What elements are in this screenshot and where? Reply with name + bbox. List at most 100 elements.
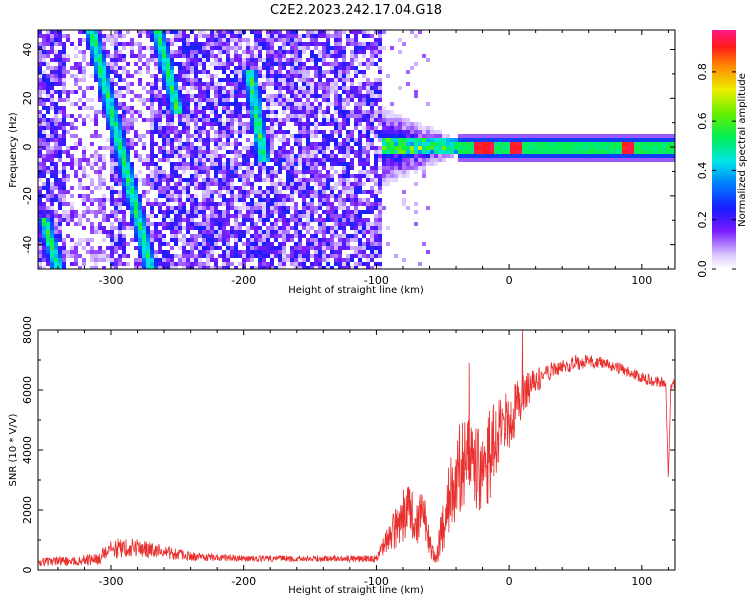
- spectrogram-cell: [58, 126, 62, 130]
- spectrogram-cell: [38, 258, 42, 262]
- spectrogram-cell: [282, 162, 286, 166]
- spectrogram-cell: [202, 54, 206, 58]
- spectrogram-cell: [58, 42, 62, 46]
- spectrogram-cell: [146, 98, 150, 102]
- spectrogram-cell: [42, 106, 46, 110]
- spectrogram-cell: [42, 234, 46, 238]
- spectrogram-cell: [50, 74, 54, 78]
- spectrogram-cell: [154, 222, 158, 226]
- spectrogram-cell: [262, 62, 266, 66]
- spectrogram-cell: [330, 134, 334, 138]
- spectrogram-cell: [94, 258, 98, 262]
- spectrogram-cell: [202, 214, 206, 218]
- spectrogram-cell: [334, 78, 338, 82]
- spectrogram-cell: [274, 150, 278, 154]
- spectrogram-cell: [94, 74, 98, 78]
- spectrogram-cell: [250, 202, 254, 206]
- spectrogram-cell: [182, 214, 186, 218]
- spectrogram-cell: [334, 110, 338, 114]
- spectrogram-cell: [338, 122, 342, 126]
- spectrogram-cell: [98, 210, 102, 214]
- spectrogram-cell: [326, 186, 330, 190]
- spectrogram-cell: [334, 46, 338, 50]
- spectrogram-cell: [294, 62, 298, 66]
- spectrogram-cell: [58, 70, 62, 74]
- spectrogram-cell: [142, 234, 146, 238]
- spectrogram-cell: [350, 62, 354, 66]
- spectrogram-cell: [250, 166, 254, 170]
- spectrogram-cell: [366, 198, 370, 202]
- spectrogram-cell: [282, 146, 286, 150]
- spectrogram-cell: [310, 150, 314, 154]
- spectrogram-cell: [186, 82, 190, 86]
- spectrogram-cell: [314, 38, 318, 42]
- spectrogram-cell: [102, 166, 106, 170]
- spectrogram-cell: [278, 154, 282, 158]
- spectrogram-cell: [62, 262, 66, 266]
- spectrogram-cell: [274, 162, 278, 166]
- spectrogram-cell: [102, 102, 106, 106]
- spectrogram-cell: [570, 134, 574, 138]
- spectrogram-cell: [386, 118, 390, 122]
- spectrogram-cell: [190, 94, 194, 98]
- spectrogram-cell: [562, 150, 566, 154]
- spectrogram-cell: [166, 198, 170, 202]
- spectrogram-cell: [66, 150, 70, 154]
- spectrogram-cell: [78, 98, 82, 102]
- spectrogram-cell: [114, 246, 118, 250]
- spectrogram-cell: [202, 246, 206, 250]
- spectrogram-cell: [354, 50, 358, 54]
- spectrogram-cell: [266, 138, 270, 142]
- spectrogram-cell: [278, 178, 282, 182]
- spectrogram-cell: [162, 190, 166, 194]
- spectrogram-cell: [246, 150, 250, 154]
- spectrogram-cell: [62, 258, 66, 262]
- spectrogram-cell: [358, 250, 362, 254]
- spectrogram-cell: [162, 218, 166, 222]
- spectrogram-cell: [162, 94, 166, 98]
- spectrogram-cell: [498, 138, 502, 142]
- spectrogram-cell: [206, 202, 210, 206]
- spectrogram-cell: [342, 46, 346, 50]
- spectrogram-cell: [386, 146, 390, 150]
- spectrogram-cell: [62, 254, 66, 258]
- spectrogram-cell: [390, 134, 394, 138]
- spectrogram-cell: [358, 106, 362, 110]
- spectrogram-cell: [342, 98, 346, 102]
- spectrogram-cell: [282, 102, 286, 106]
- spectrogram-cell: [306, 202, 310, 206]
- spectrogram-cell: [222, 38, 226, 42]
- spectrogram-cell: [174, 234, 178, 238]
- spectrogram-cell: [510, 154, 514, 158]
- spectrogram-cell: [326, 198, 330, 202]
- spectrogram-cell: [66, 234, 70, 238]
- spectrogram-cell: [370, 122, 374, 126]
- spectrogram-cell: [326, 202, 330, 206]
- spectrogram-cell: [298, 46, 302, 50]
- spectrogram-cell: [298, 250, 302, 254]
- spectrogram-cell: [242, 122, 246, 126]
- spectrogram-cell: [294, 102, 298, 106]
- spectrogram-cell: [406, 118, 410, 122]
- spectrogram-cell: [166, 50, 170, 54]
- spectrogram-cell: [314, 118, 318, 122]
- spectrogram-cell: [218, 42, 222, 46]
- spectrogram-cell: [270, 54, 274, 58]
- spectrogram-cell: [462, 158, 466, 162]
- spectrogram-cell: [146, 166, 150, 170]
- spectrogram-cell: [486, 158, 490, 162]
- spectrogram-cell: [50, 234, 54, 238]
- spectrogram-cell: [306, 70, 310, 74]
- spectrogram-cell: [622, 138, 626, 142]
- spectrogram-cell: [390, 130, 394, 134]
- spectrogram-cell: [70, 102, 74, 106]
- spectrogram-cell: [310, 246, 314, 250]
- spectrogram-cell: [374, 218, 378, 222]
- spectrogram-cell: [306, 134, 310, 138]
- spectrogram-cell: [278, 46, 282, 50]
- spectrogram-cell: [50, 130, 54, 134]
- spectrogram-cell: [366, 46, 370, 50]
- x-tick-label: 100: [631, 575, 652, 588]
- spectrogram-cell: [114, 102, 118, 106]
- spectrogram-cell: [358, 90, 362, 94]
